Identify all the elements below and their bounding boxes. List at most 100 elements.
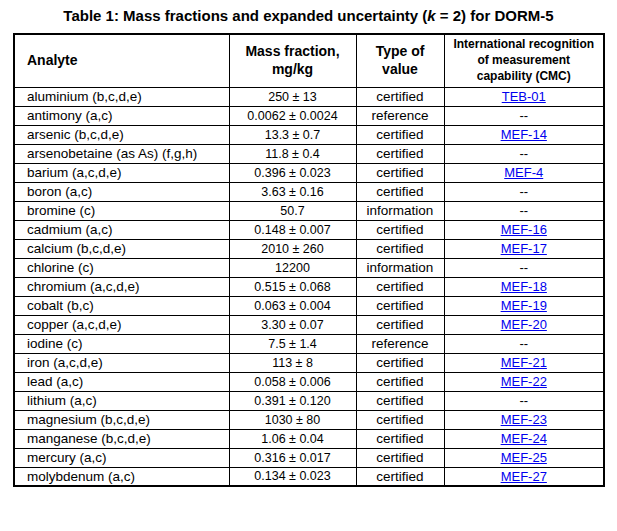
cmc-cell: -- xyxy=(444,106,604,125)
table-row: calcium (b,c,d,e) 2010 ± 260 certified M… xyxy=(14,239,604,258)
cmc-link[interactable]: MEF-27 xyxy=(501,469,547,484)
type-of-value-cell: certified xyxy=(356,467,444,486)
analyte-cell: manganese (b,c,d,e) xyxy=(14,429,229,448)
cmc-cell: TEB-01 xyxy=(444,87,604,106)
cmc-link[interactable]: TEB-01 xyxy=(502,89,546,104)
cmc-cell: MEF-20 xyxy=(444,315,604,334)
type-of-value-cell: certified xyxy=(356,372,444,391)
type-of-value-cell: certified xyxy=(356,239,444,258)
table-row: lead (a,c) 0.058 ± 0.006 certified MEF-2… xyxy=(14,372,604,391)
cmc-cell: MEF-23 xyxy=(444,410,604,429)
type-of-value-cell: certified xyxy=(356,220,444,239)
mass-fraction-cell: 113 ± 8 xyxy=(229,353,356,372)
table-row: lithium (a,c) 0.391 ± 0.120 certified -- xyxy=(14,391,604,410)
type-of-value-cell: certified xyxy=(356,448,444,467)
table-row: barium (a,c,d,e) 0.396 ± 0.023 certified… xyxy=(14,163,604,182)
cmc-link[interactable]: MEF-18 xyxy=(501,279,547,294)
cmc-link[interactable]: MEF-23 xyxy=(501,412,547,427)
table-row: magnesium (b,c,d,e) 1030 ± 80 certified … xyxy=(14,410,604,429)
cmc-text: -- xyxy=(519,336,528,351)
mass-fraction-cell: 0.148 ± 0.007 xyxy=(229,220,356,239)
type-of-value-cell: reference xyxy=(356,106,444,125)
mass-fraction-cell: 12200 xyxy=(229,258,356,277)
cmc-link[interactable]: MEF-21 xyxy=(501,355,547,370)
mass-fraction-cell: 2010 ± 260 xyxy=(229,239,356,258)
type-of-value-cell: certified xyxy=(356,125,444,144)
analyte-cell: mercury (a,c) xyxy=(14,448,229,467)
table-title-italic-k: k xyxy=(427,7,435,24)
table-row: iodine (c) 7.5 ± 1.4 reference -- xyxy=(14,334,604,353)
mass-fraction-cell: 11.8 ± 0.4 xyxy=(229,144,356,163)
table-title-suffix: = 2) for DORM-5 xyxy=(436,7,554,24)
table-body: aluminium (b,c,d,e) 250 ± 13 certified T… xyxy=(14,87,604,486)
cmc-cell: MEF-22 xyxy=(444,372,604,391)
analyte-cell: arsenobetaine (as As) (f,g,h) xyxy=(14,144,229,163)
cmc-cell: -- xyxy=(444,144,604,163)
cmc-link[interactable]: MEF-16 xyxy=(501,222,547,237)
table-row: chromium (a,c,d,e) 0.515 ± 0.068 certifi… xyxy=(14,277,604,296)
cmc-link[interactable]: MEF-24 xyxy=(501,431,547,446)
cmc-cell: -- xyxy=(444,334,604,353)
cmc-link[interactable]: MEF-20 xyxy=(501,317,547,332)
mass-fraction-cell: 7.5 ± 1.4 xyxy=(229,334,356,353)
cmc-link[interactable]: MEF-19 xyxy=(501,298,547,313)
type-of-value-cell: certified xyxy=(356,391,444,410)
cmc-cell: -- xyxy=(444,391,604,410)
mass-fraction-cell: 0.515 ± 0.068 xyxy=(229,277,356,296)
cmc-cell: MEF-14 xyxy=(444,125,604,144)
type-of-value-cell: certified xyxy=(356,182,444,201)
type-of-value-cell: certified xyxy=(356,144,444,163)
analyte-cell: iodine (c) xyxy=(14,334,229,353)
analyte-cell: magnesium (b,c,d,e) xyxy=(14,410,229,429)
cmc-link[interactable]: MEF-25 xyxy=(501,450,547,465)
mass-fraction-cell: 0.0062 ± 0.0024 xyxy=(229,106,356,125)
table-row: iron (a,c,d,e) 113 ± 8 certified MEF-21 xyxy=(14,353,604,372)
table-header: Analyte Mass fraction, mg/kg Type of val… xyxy=(14,34,604,87)
cmc-link[interactable]: MEF-4 xyxy=(504,165,543,180)
type-of-value-cell: certified xyxy=(356,163,444,182)
table-row: cobalt (b,c) 0.063 ± 0.004 certified MEF… xyxy=(14,296,604,315)
cmc-link[interactable]: MEF-22 xyxy=(501,374,547,389)
analyte-cell: antimony (a,c) xyxy=(14,106,229,125)
table-row: copper (a,c,d,e) 3.30 ± 0.07 certified M… xyxy=(14,315,604,334)
analyte-cell: aluminium (b,c,d,e) xyxy=(14,87,229,106)
mass-fraction-cell: 1.06 ± 0.04 xyxy=(229,429,356,448)
table-row: mercury (a,c) 0.316 ± 0.017 certified ME… xyxy=(14,448,604,467)
mass-fractions-table: Analyte Mass fraction, mg/kg Type of val… xyxy=(13,33,605,487)
analyte-cell: boron (a,c) xyxy=(14,182,229,201)
cmc-text: -- xyxy=(519,393,528,408)
table-row: cadmium (a,c) 0.148 ± 0.007 certified ME… xyxy=(14,220,604,239)
type-of-value-cell: certified xyxy=(356,277,444,296)
mass-fraction-cell: 0.058 ± 0.006 xyxy=(229,372,356,391)
cmc-cell: MEF-18 xyxy=(444,277,604,296)
cmc-text: -- xyxy=(519,203,528,218)
type-of-value-cell: certified xyxy=(356,296,444,315)
type-of-value-cell: certified xyxy=(356,429,444,448)
type-of-value-cell: certified xyxy=(356,87,444,106)
analyte-cell: cadmium (a,c) xyxy=(14,220,229,239)
table-row: molybdenum (a,c) 0.134 ± 0.023 certified… xyxy=(14,467,604,486)
cmc-cell: -- xyxy=(444,258,604,277)
cmc-link[interactable]: MEF-17 xyxy=(501,241,547,256)
cmc-cell: -- xyxy=(444,182,604,201)
cmc-cell: MEF-24 xyxy=(444,429,604,448)
table-row: manganese (b,c,d,e) 1.06 ± 0.04 certifie… xyxy=(14,429,604,448)
mass-fraction-cell: 1030 ± 80 xyxy=(229,410,356,429)
analyte-cell: barium (a,c,d,e) xyxy=(14,163,229,182)
mass-fraction-cell: 0.391 ± 0.120 xyxy=(229,391,356,410)
cmc-cell: MEF-25 xyxy=(444,448,604,467)
mass-fraction-cell: 0.134 ± 0.023 xyxy=(229,467,356,486)
cmc-text: -- xyxy=(519,260,528,275)
cmc-cell: MEF-19 xyxy=(444,296,604,315)
type-of-value-cell: certified xyxy=(356,353,444,372)
analyte-cell: molybdenum (a,c) xyxy=(14,467,229,486)
cmc-cell: MEF-16 xyxy=(444,220,604,239)
cmc-link[interactable]: MEF-14 xyxy=(501,127,547,142)
analyte-cell: copper (a,c,d,e) xyxy=(14,315,229,334)
cmc-cell: MEF-27 xyxy=(444,467,604,486)
mass-fraction-cell: 0.396 ± 0.023 xyxy=(229,163,356,182)
cmc-cell: MEF-21 xyxy=(444,353,604,372)
mass-fraction-cell: 250 ± 13 xyxy=(229,87,356,106)
analyte-cell: chlorine (c) xyxy=(14,258,229,277)
header-analyte: Analyte xyxy=(14,34,229,87)
